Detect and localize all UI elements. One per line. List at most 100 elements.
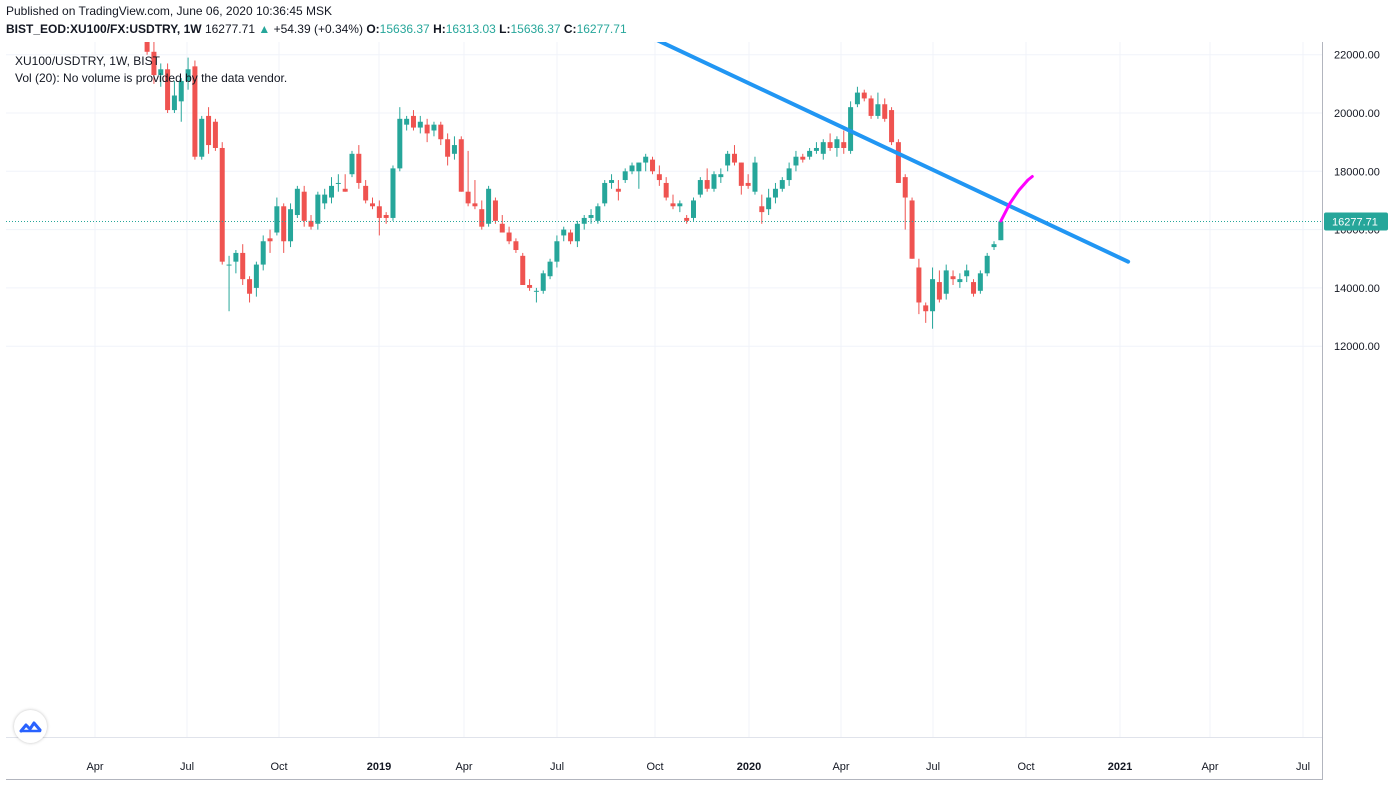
- candle-body: [417, 121, 423, 128]
- y-tick-label: 14000.00: [1334, 283, 1380, 295]
- x-tick-label: Jul: [1296, 761, 1310, 773]
- candle-body: [329, 185, 335, 198]
- candle-body: [766, 197, 772, 210]
- chart-area[interactable]: 12000.00 14000.00 16000.00 18000.00 20000.00…: [6, 42, 1390, 780]
- candle-body: [677, 203, 683, 207]
- candle-body: [779, 180, 785, 189]
- candle-body: [759, 206, 765, 213]
- candle-body: [595, 206, 601, 221]
- candle-body: [513, 241, 519, 251]
- candle-body: [349, 153, 355, 175]
- close-value: 16277.71: [576, 22, 627, 36]
- candle-body: [527, 284, 533, 288]
- candle-body: [561, 229, 567, 236]
- low-label: L:: [499, 22, 511, 36]
- candle-body: [998, 221, 1004, 241]
- candle-body: [650, 159, 656, 172]
- candle-body: [663, 182, 669, 198]
- candle-body: [185, 69, 191, 81]
- candle-body: [219, 147, 225, 262]
- high-value: 16313.03: [445, 22, 496, 36]
- candle-body: [581, 217, 587, 224]
- last-price: 16277.71: [204, 22, 255, 36]
- candle-body: [602, 182, 608, 204]
- candle-body: [875, 104, 881, 116]
- candle-body: [588, 215, 594, 218]
- candle-body: [622, 171, 628, 181]
- candle-body: [472, 203, 478, 207]
- candle-body: [335, 182, 341, 184]
- x-tick-label: Apr: [1201, 761, 1218, 773]
- price-chart[interactable]: 12000.0014000.0016000.0018000.0020000.00…: [6, 42, 1390, 780]
- candle-body: [322, 194, 328, 204]
- candle-body: [506, 232, 512, 242]
- candle-body: [288, 209, 294, 242]
- volume-legend: Vol (20): No volume is provided by the d…: [15, 71, 288, 85]
- candle-body: [800, 156, 806, 160]
- candle-body: [424, 124, 430, 134]
- candle-body: [984, 255, 990, 274]
- candle-body: [369, 203, 375, 207]
- candle-body: [438, 124, 444, 140]
- candle-body: [889, 110, 895, 143]
- candle-body: [383, 215, 389, 218]
- candle-body: [520, 255, 526, 285]
- candle-body: [609, 180, 615, 183]
- x-tick-label: Jul: [180, 761, 194, 773]
- candle-body: [752, 162, 758, 192]
- candle-body: [315, 194, 321, 224]
- y-tick-label: 18000.00: [1334, 166, 1380, 178]
- candle-body: [212, 121, 218, 148]
- candle-body: [301, 191, 307, 221]
- candle-body: [260, 241, 266, 265]
- tradingview-logo-icon[interactable]: [14, 710, 47, 743]
- candle-body: [725, 153, 731, 166]
- candle-body: [486, 188, 492, 224]
- candle-body: [274, 206, 280, 233]
- candle-body: [404, 118, 410, 125]
- candle-body: [554, 241, 560, 262]
- candle-body: [226, 264, 232, 266]
- candle-body: [772, 188, 778, 198]
- candle-body: [977, 273, 983, 291]
- published-line: Published on TradingView.com, June 06, 2…: [6, 4, 332, 18]
- x-tick-label: 2021: [1108, 761, 1132, 773]
- candle-body: [281, 206, 287, 242]
- candle-body: [834, 139, 840, 148]
- candle-body: [793, 156, 799, 166]
- candle-body: [936, 282, 942, 300]
- candle-body: [308, 220, 314, 227]
- candle-body: [916, 267, 922, 303]
- candle-body: [397, 118, 403, 169]
- candle-body: [971, 282, 977, 294]
- candle-body: [376, 206, 382, 218]
- projection-curve: [999, 175, 1034, 223]
- candle-body: [151, 51, 157, 76]
- candle-body: [144, 42, 150, 52]
- candle-body: [786, 168, 792, 181]
- candle-body: [684, 217, 690, 221]
- candle-body: [247, 279, 253, 294]
- candle-body: [868, 98, 874, 116]
- candle-body: [451, 145, 457, 154]
- x-tick-label: Apr: [832, 761, 849, 773]
- candle-body: [171, 95, 177, 111]
- last-price-badge: [1324, 212, 1388, 231]
- candle-body: [902, 177, 908, 198]
- candle-body: [711, 174, 717, 189]
- candle-body: [882, 104, 888, 119]
- candle-body: [431, 124, 437, 131]
- candle-body: [390, 168, 396, 218]
- x-tick-label: 2020: [737, 761, 761, 773]
- candle-body: [923, 305, 929, 312]
- candle-body: [861, 92, 867, 99]
- series-legend: XU100/USDTRY, 1W, BIST: [15, 54, 160, 68]
- open-label: O:: [366, 22, 380, 36]
- x-tick-label: Oct: [1017, 761, 1034, 773]
- candle-body: [492, 200, 498, 221]
- ohlc-line: BIST_EOD:XU100/FX:USDTRY, 1W 16277.71 ▲ …: [6, 22, 627, 36]
- x-tick-label: Oct: [270, 761, 287, 773]
- candle-body: [841, 142, 847, 148]
- candle-body: [356, 153, 362, 183]
- candle-body: [547, 261, 553, 277]
